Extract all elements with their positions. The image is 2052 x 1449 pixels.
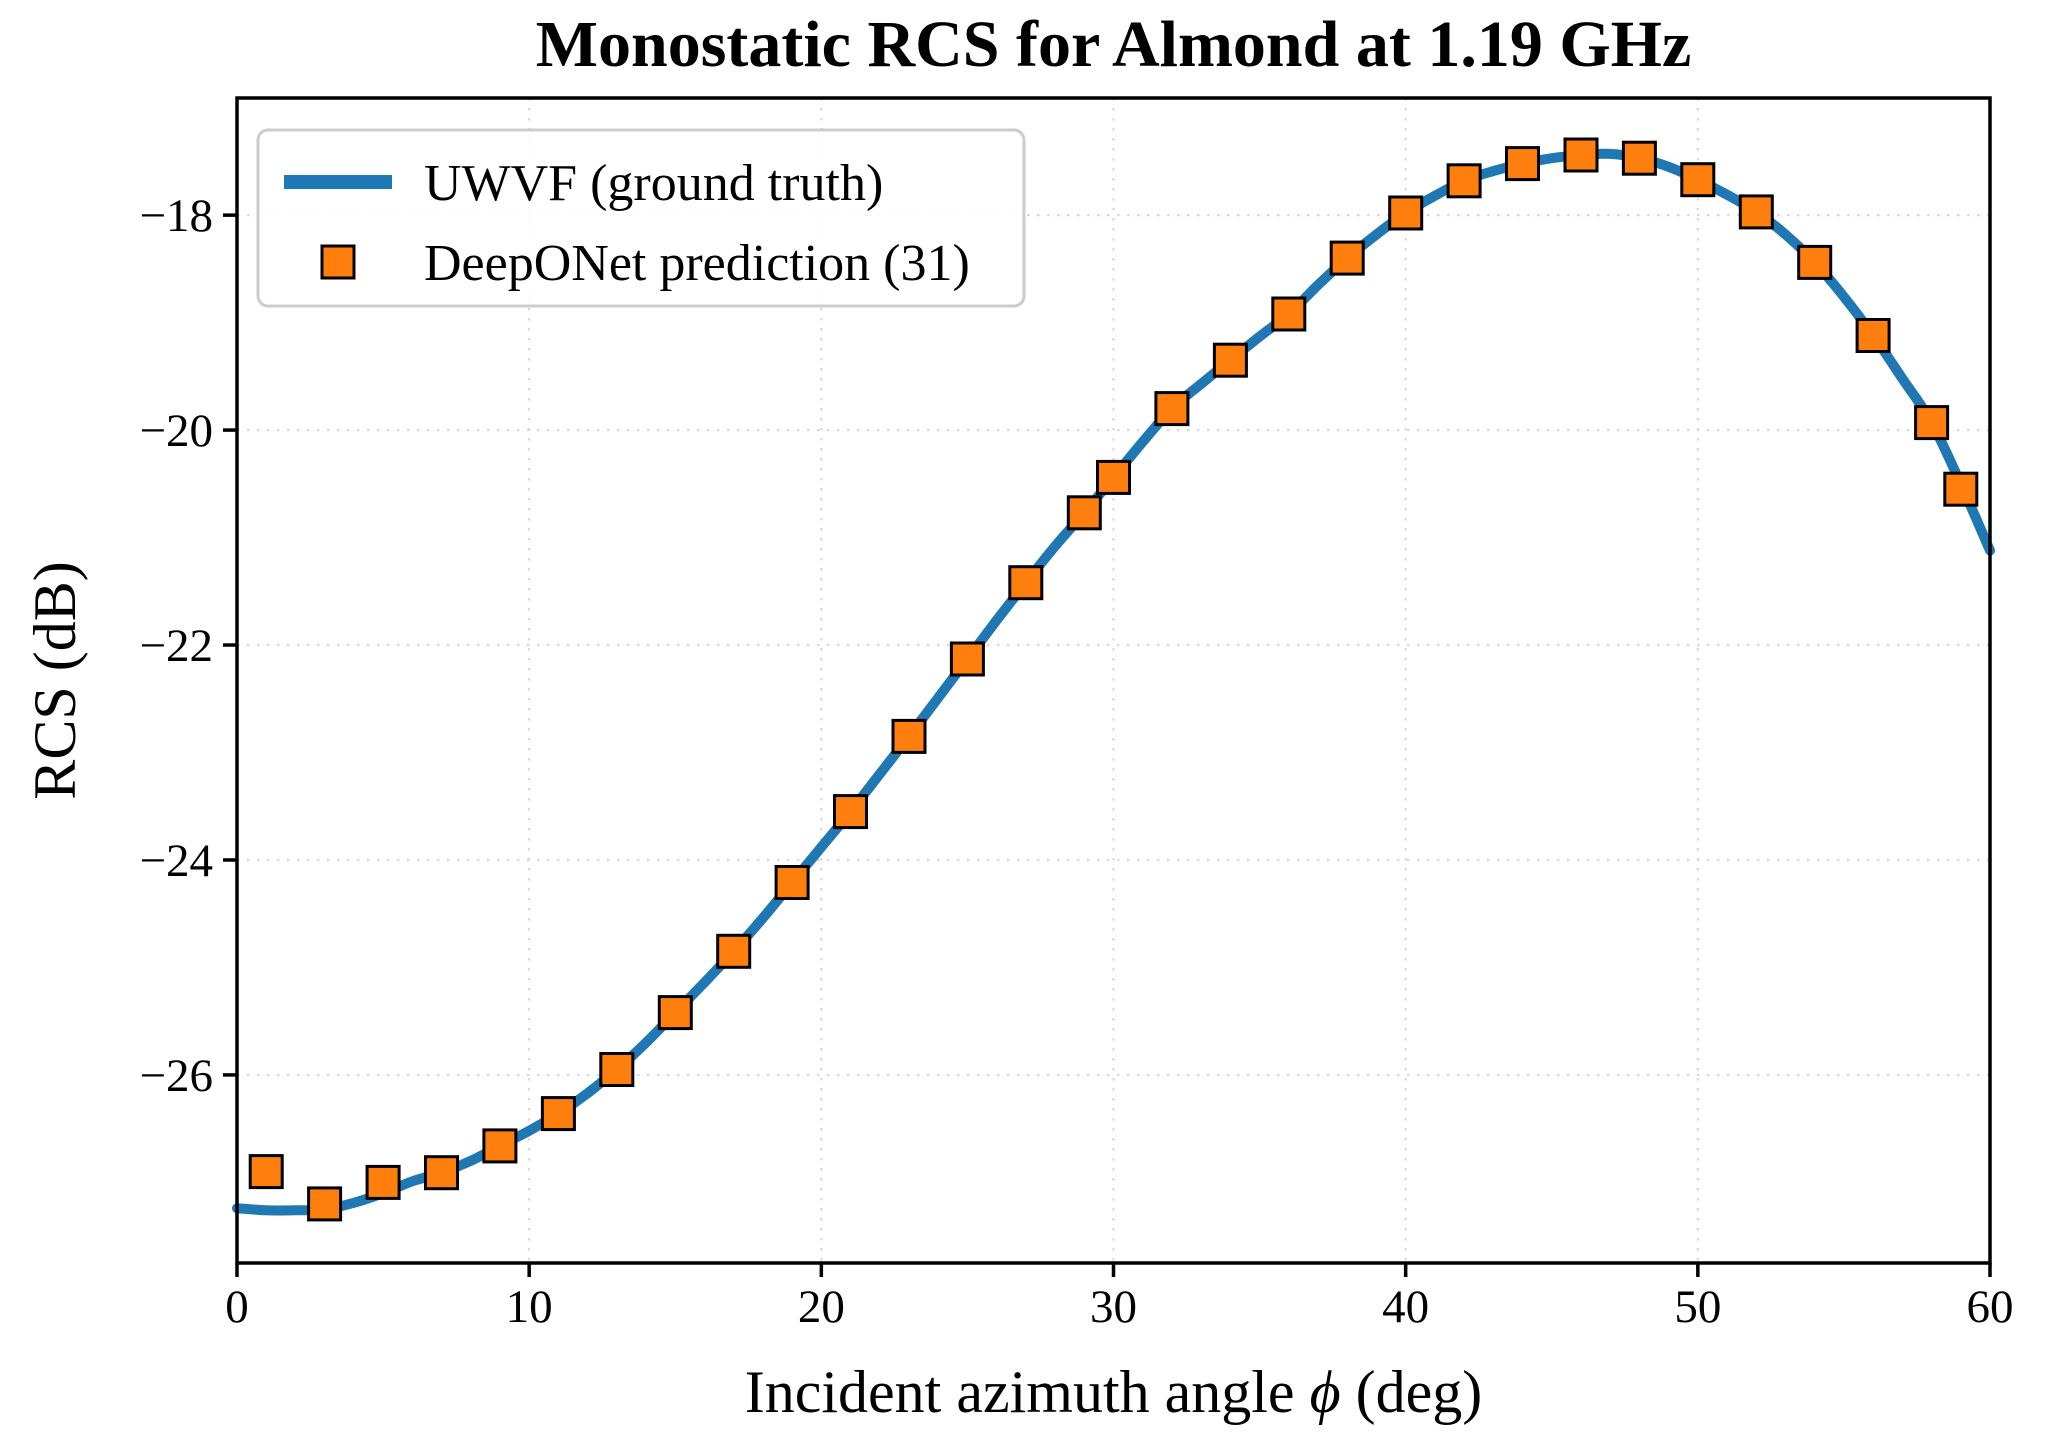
- phi-symbol: ϕ: [1310, 1359, 1341, 1425]
- deeponet-marker: [891, 718, 927, 754]
- deeponet-marker: [1271, 296, 1307, 332]
- y-tick-label: −22: [139, 620, 213, 672]
- deeponet-marker: [1680, 162, 1716, 198]
- y-tick-label: −26: [139, 1050, 213, 1102]
- deeponet-marker: [1008, 565, 1044, 601]
- deeponet-marker: [1943, 471, 1979, 507]
- deeponet-marker: [1154, 391, 1190, 427]
- legend-item-deeponet: DeepONet prediction (31): [424, 235, 970, 292]
- x-tick-labels: 0 10 20 30 40 50 60: [225, 1281, 2013, 1333]
- legend-square-swatch: [320, 244, 356, 280]
- deeponet-marker: [657, 995, 693, 1031]
- deeponet-marker: [599, 1052, 635, 1087]
- x-tick-label: 20: [798, 1281, 845, 1333]
- deeponet-marker: [1738, 194, 1774, 230]
- x-tick-label: 30: [1090, 1281, 1137, 1333]
- legend-box: [256, 128, 1026, 308]
- deeponet-marker: [540, 1096, 576, 1132]
- deeponet-marker: [1329, 240, 1365, 276]
- deeponet-marker: [1212, 342, 1248, 378]
- chart-title: Monostatic RCS for Almond at 1.19 GHz: [536, 8, 1692, 81]
- x-tick-label: 10: [506, 1281, 553, 1333]
- deeponet-marker: [833, 794, 868, 830]
- x-axis-label: Incident azimuth angle ϕ (deg): [745, 1359, 1482, 1425]
- x-ticks: [235, 1263, 1992, 1277]
- y-ticks: [223, 213, 237, 1077]
- deeponet-marker: [307, 1186, 343, 1222]
- y-tick-label: −18: [139, 190, 213, 242]
- y-tick-labels: −18 −20 −22 −24 −26: [139, 190, 213, 1102]
- deeponet-marker: [1388, 195, 1424, 231]
- deeponet-marker: [774, 865, 810, 900]
- x-tick-label: 60: [1967, 1281, 2014, 1333]
- deeponet-marker: [1066, 495, 1102, 531]
- deeponet-marker: [248, 1154, 284, 1190]
- legend-item-uwvf: UWVF (ground truth): [424, 155, 883, 212]
- deeponet-marker: [365, 1164, 401, 1200]
- deeponet-marker: [716, 933, 752, 969]
- x-axis-label-prefix: Incident azimuth angle: [745, 1359, 1310, 1425]
- deeponet-marker: [1446, 163, 1482, 199]
- y-axis-label: RCS (dB): [22, 561, 88, 799]
- x-tick-label: 50: [1674, 1281, 1721, 1333]
- legend: UWVF (ground truth) DeepONet prediction …: [256, 128, 1026, 308]
- deeponet-marker: [424, 1155, 459, 1191]
- deeponet-marker: [1563, 137, 1599, 173]
- y-tick-label: −20: [139, 405, 213, 457]
- deeponet-markers: [248, 137, 1979, 1222]
- deeponet-marker: [949, 641, 985, 677]
- deeponet-marker: [1914, 405, 1950, 441]
- deeponet-marker: [1505, 146, 1540, 182]
- x-tick-label: 40: [1382, 1281, 1429, 1333]
- deeponet-marker: [482, 1128, 518, 1164]
- x-tick-label: 0: [225, 1281, 249, 1333]
- deeponet-marker: [1621, 140, 1657, 176]
- deeponet-marker: [1096, 459, 1131, 495]
- y-tick-label: −24: [139, 835, 213, 887]
- deeponet-marker: [1855, 318, 1891, 353]
- x-axis-label-suffix: (deg): [1341, 1359, 1483, 1425]
- deeponet-marker: [1797, 244, 1833, 280]
